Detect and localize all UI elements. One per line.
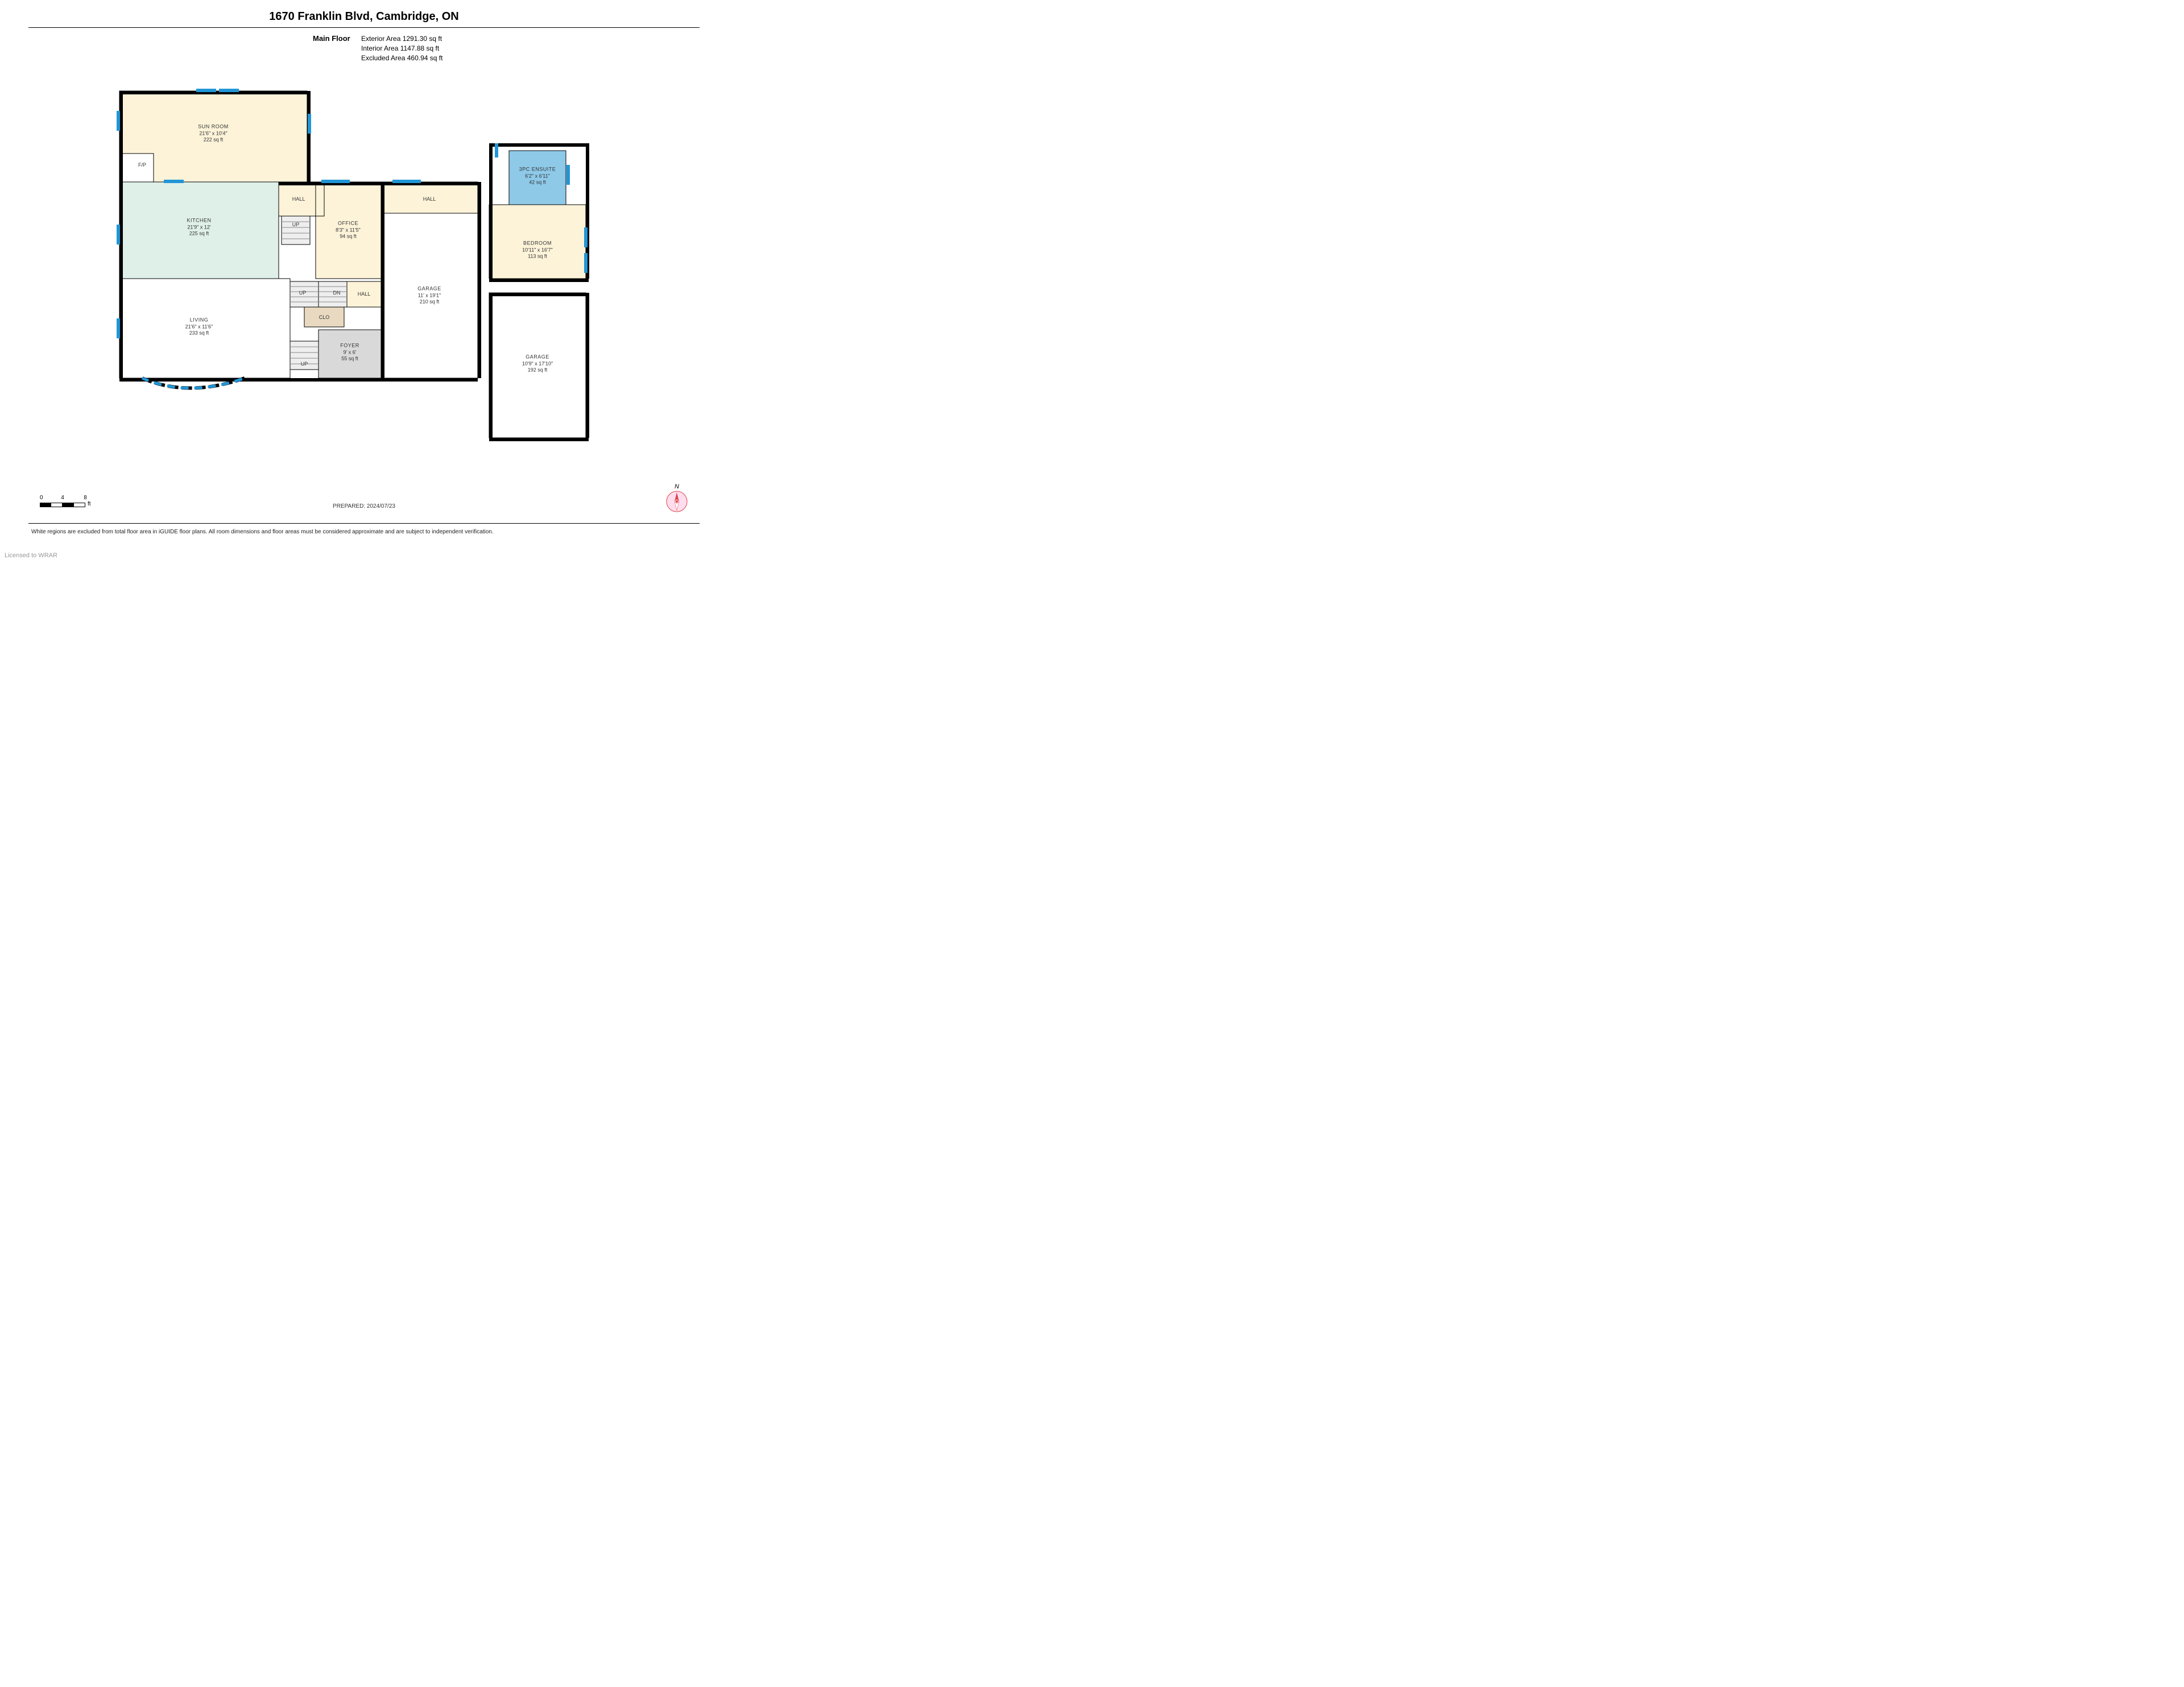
room-label-living: LIVING21'6" x 11'6"233 sq ft	[185, 317, 213, 337]
room-label-fp: F/P	[138, 162, 146, 168]
prepared-date: 2024/07/23	[367, 503, 395, 509]
room-label-hall1: HALL	[292, 196, 305, 202]
disclaimer-text: White regions are excluded from total fl…	[31, 529, 494, 535]
room-label-clo: CLO	[319, 314, 330, 320]
license-text: Licensed to WRAR	[5, 552, 57, 559]
scale-mark: 4	[51, 495, 74, 501]
room-label-kitchen: KITCHEN21'9" x 12'225 sq ft	[187, 217, 211, 237]
room-label-stairs2: UP	[299, 290, 307, 296]
room-label-bedroom: BEDROOM10'11" x 16'7"113 sq ft	[522, 240, 553, 260]
room-label-garage2: GARAGE10'9" x 17'10"192 sq ft	[522, 354, 553, 374]
room-label-foyer: FOYER9' x 6'55 sq ft	[340, 342, 359, 362]
room-label-ensuite: 3PC ENSUITE6'2" x 6'11"42 sq ft	[519, 166, 556, 186]
prepared-line: PREPARED: 2024/07/23	[333, 503, 395, 509]
scale-mark: 0	[40, 495, 51, 501]
room-label-stairs1: UP	[292, 222, 300, 227]
compass-label: N	[665, 483, 688, 490]
room-label-sunroom: SUN ROOM21'6" x 10'4"222 sq ft	[198, 123, 229, 143]
room-label-hall3: HALL	[358, 291, 371, 297]
compass-icon	[665, 490, 688, 513]
scale-bar: 048 ft	[40, 495, 97, 507]
room-label-garage1: GARAGE11' x 19'1"210 sq ft	[417, 285, 441, 305]
room-label-stairs4: UP	[301, 361, 308, 367]
room-label-hall2: HALL	[423, 196, 436, 202]
floor-plan	[0, 0, 728, 562]
room-label-office: OFFICE8'3" x 11'5"94 sq ft	[336, 220, 361, 240]
prepared-label: PREPARED:	[333, 503, 365, 509]
scale-mark: 8	[74, 495, 97, 501]
room-label-stairs3: DN	[333, 290, 341, 296]
scale-unit: ft	[88, 501, 91, 507]
compass: N	[665, 483, 688, 516]
divider-bottom	[28, 523, 700, 524]
